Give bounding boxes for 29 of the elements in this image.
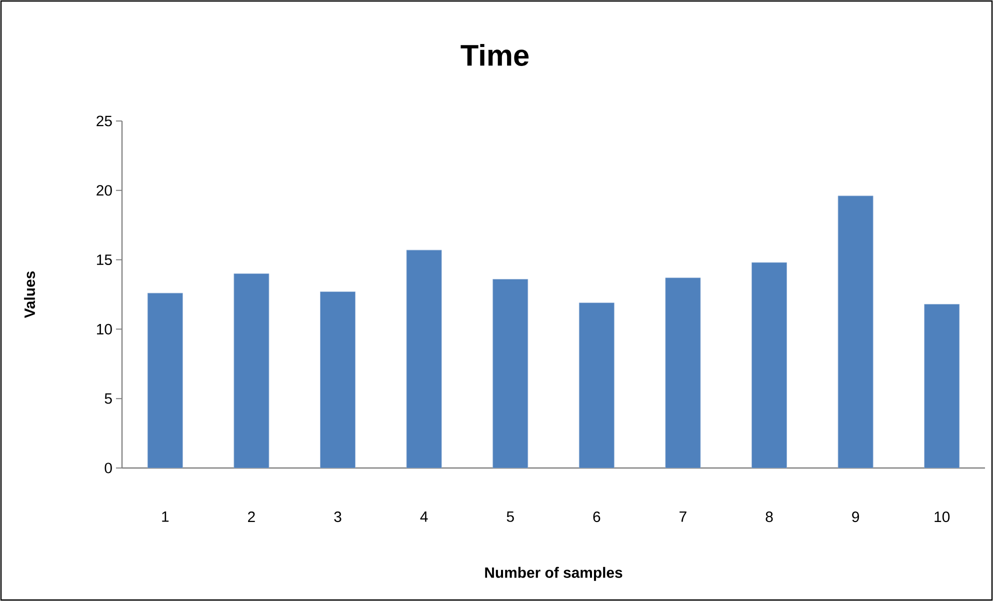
x-tick-label: 1 [162,512,169,522]
x-tick-label: 4 [420,512,428,522]
x-tick-label: 6 [593,512,600,522]
bar [492,279,528,468]
bar [752,262,787,468]
chart-title: Time [460,44,529,66]
x-tick-label: 3 [334,512,342,522]
y-tick-label: 20 [96,185,112,196]
x-tick-label: 10 [934,512,950,522]
bar [147,292,183,468]
x-tick-label: 5 [506,512,514,522]
x-tick-label: 2 [248,512,255,522]
bar [234,273,270,468]
bar [406,250,442,468]
x-axis-title: Number of samples [485,566,622,581]
bar [838,196,874,468]
y-tick-label: 0 [104,462,112,474]
bar [665,278,701,468]
x-tick-label: 9 [852,512,860,522]
y-tick-label: 25 [96,116,112,126]
bar [924,304,960,468]
y-tick-label: 5 [104,393,112,404]
y-tick-label: 10 [97,324,112,334]
bar [578,302,614,468]
x-tick-label: 8 [766,512,773,522]
y-tick-label: 15 [97,254,112,265]
bar [320,292,356,468]
y-axis-title: Values [24,271,36,318]
x-tick-label: 7 [680,512,686,522]
